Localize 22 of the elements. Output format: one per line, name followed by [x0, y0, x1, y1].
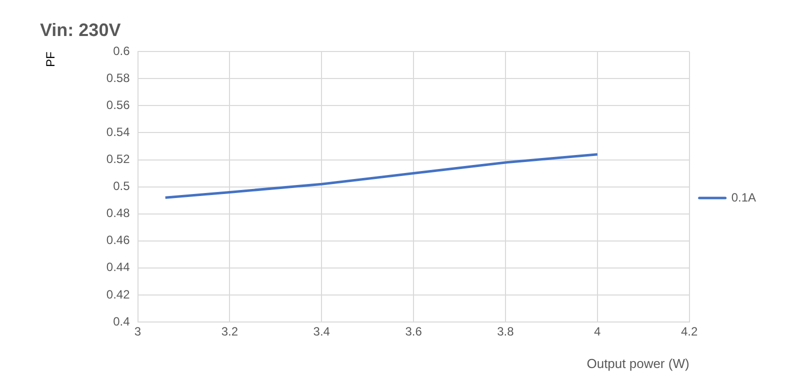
- legend-label: 0.1A: [731, 190, 756, 204]
- y-tick-label: 0.56: [106, 98, 130, 112]
- y-tick-label: 0.52: [106, 152, 130, 166]
- y-axis-title: PF: [44, 52, 58, 67]
- y-tick-label: 0.44: [106, 260, 130, 274]
- y-tick-label: 0.48: [106, 206, 130, 220]
- x-tick-label: 3.8: [497, 324, 514, 339]
- y-tick-label: 0.58: [106, 70, 130, 85]
- x-axis-title: Output power (W): [586, 356, 690, 371]
- x-tick-label: 3: [134, 324, 142, 339]
- x-tick-label: 3.4: [313, 324, 330, 339]
- x-tick-label: 4.2: [680, 324, 698, 339]
- chart-title: Vin: 230V: [40, 20, 121, 40]
- y-tick-label: 0.4: [113, 314, 130, 328]
- x-tick-label: 3.6: [405, 324, 422, 339]
- y-tick-label: 0.42: [106, 287, 130, 302]
- x-tick-label: 4: [594, 324, 602, 339]
- y-tick-label: 0.5: [113, 179, 130, 194]
- y-tick-label: 0.54: [106, 125, 130, 140]
- y-tick-label: 0.6: [113, 44, 130, 58]
- x-tick-label: 3.2: [221, 324, 238, 339]
- y-tick-label: 0.46: [106, 233, 130, 248]
